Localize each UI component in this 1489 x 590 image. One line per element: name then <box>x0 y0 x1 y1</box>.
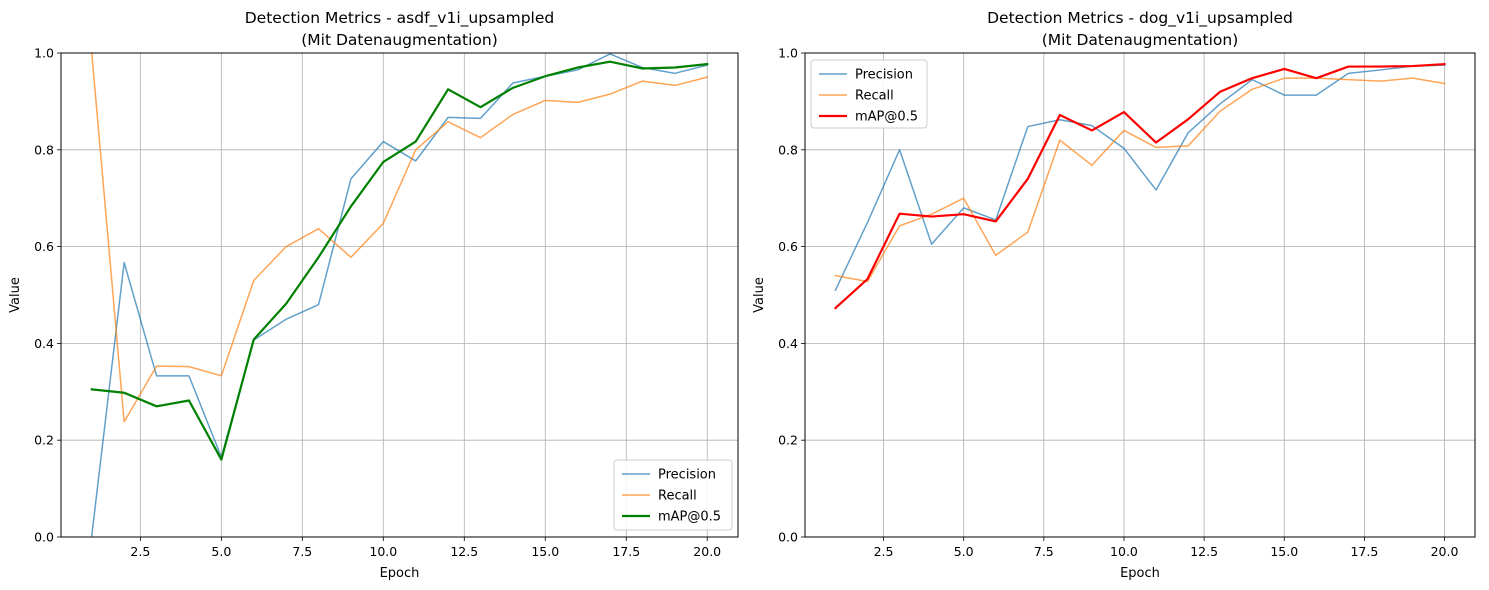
x-tick-label: 7.5 <box>1034 544 1054 559</box>
y-tick-label: 0.0 <box>778 530 798 545</box>
legend: Precision Recall mAP@0.5 <box>810 59 928 129</box>
right-chart-panel: 2.5 5.0 7.5 10.0 12.5 15.0 17.5 20.0 0.0 0.2 0.4 0.… <box>752 9 1476 581</box>
x-axis-label: Epoch <box>380 566 420 581</box>
legend-label: mAP@0.5 <box>855 110 918 125</box>
x-tick-label: 20.0 <box>693 544 721 559</box>
x-tick-label: 17.5 <box>1350 544 1378 559</box>
series-line-recall <box>90 52 709 423</box>
x-tick-label: 10.0 <box>369 544 397 559</box>
y-tick-label: 1.0 <box>34 46 54 61</box>
chart-subtitle: (Mit Datenaugmentation) <box>301 31 498 49</box>
x-tick-label: 10.0 <box>1110 544 1138 559</box>
series-line-map-0-5 <box>833 62 1446 310</box>
x-tick-label: 5.0 <box>954 544 974 559</box>
y-tick-label: 0.8 <box>34 142 54 157</box>
chart-title: Detection Metrics - asdf_v1i_upsampled <box>245 9 555 28</box>
x-tick-label: 12.5 <box>1190 544 1218 559</box>
chart-title: Detection Metrics - dog_v1i_upsampled <box>987 9 1293 28</box>
y-tick-label: 0.0 <box>34 530 54 545</box>
x-tick-label: 5.0 <box>211 544 231 559</box>
series-line-recall <box>834 77 1446 283</box>
chart-subtitle: (Mit Datenaugmentation) <box>1042 31 1239 49</box>
y-tick-label: 1.0 <box>778 46 798 61</box>
y-tick-label: 0.4 <box>34 336 54 351</box>
series-line-map-0-5 <box>90 60 709 461</box>
series-line-precision <box>834 64 1446 292</box>
y-tick-label: 0.2 <box>34 433 54 448</box>
x-tick-label: 17.5 <box>612 544 640 559</box>
y-axis-label: Value <box>752 277 767 313</box>
x-axis-label: Epoch <box>1120 566 1160 581</box>
x-tick-label: 12.5 <box>450 544 478 559</box>
x-tick-label: 15.0 <box>531 544 559 559</box>
legend-box <box>613 459 733 531</box>
legend-label: Precision <box>658 468 716 483</box>
y-tick-label: 0.8 <box>778 142 798 157</box>
legend: Precision Recall mAP@0.5 <box>613 459 733 531</box>
x-tick-label: 15.0 <box>1270 544 1298 559</box>
legend-box <box>810 59 928 129</box>
plot-frame <box>60 52 739 538</box>
legend-label: Precision <box>855 68 913 83</box>
y-tick-label: 0.6 <box>778 239 798 254</box>
plot-frame <box>804 52 1476 538</box>
legend-label: Recall <box>855 89 894 104</box>
x-tick-label: 7.5 <box>292 544 312 559</box>
left-chart-panel: 2.5 5.0 7.5 10.0 12.5 15.0 17.5 20.0 0.0 0.2 0.4 0.… <box>8 9 739 581</box>
y-tick-label: 0.4 <box>778 336 798 351</box>
legend-label: Recall <box>658 489 697 504</box>
x-tick-label: 2.5 <box>130 544 150 559</box>
x-tick-label: 20.0 <box>1431 544 1459 559</box>
y-tick-label: 0.6 <box>34 239 54 254</box>
x-tick-label: 2.5 <box>874 544 894 559</box>
y-tick-label: 0.2 <box>778 433 798 448</box>
legend-label: mAP@0.5 <box>658 510 721 525</box>
y-axis-label: Value <box>8 277 23 313</box>
